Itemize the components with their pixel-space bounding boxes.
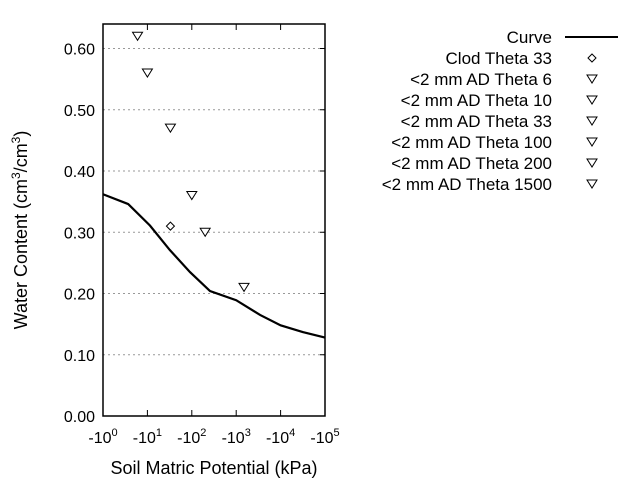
x-tick-label: -102 [177,427,206,447]
y-tick-label: 0.40 [64,164,95,181]
x-tick-label: -104 [266,427,295,447]
legend-marker [586,116,598,126]
data-point [238,282,250,293]
y-axis-label: Water Content (cm3/cm3) [9,131,31,330]
y-axis-ticks: 0.00 0.10 0.20 0.30 0.40 0.50 0.60 [64,42,325,426]
x-tick-label: -100 [88,427,117,447]
legend-label: Clod Theta 33 [446,49,552,68]
data-point [185,191,198,201]
data-point [141,68,154,78]
y-tick-label: 0.10 [64,348,95,365]
legend-marker [586,95,598,105]
y-tick-label: 0.00 [64,409,95,426]
legend-marker [586,179,598,189]
legend: Curve Clod Theta 33 <2 mm AD Theta 6 <2 mm … [382,28,618,194]
plot-frame [102,23,326,417]
points [131,31,250,293]
legend-label: <2 mm AD Theta 33 [401,112,552,131]
legend-marker [586,137,598,147]
data-point [165,221,176,231]
legend-label: <2 mm AD Theta 10 [401,91,552,110]
x-tick-label: -101 [133,427,162,447]
data-point [131,31,144,42]
x-tick-label: -103 [222,427,251,447]
legend-marker [586,158,598,168]
legend-label: <2 mm AD Theta 1500 [382,175,552,194]
y-tick-label: 0.30 [64,225,95,242]
legend-label: Curve [507,28,552,47]
data-point [199,227,212,238]
legend-label: <2 mm AD Theta 100 [391,133,552,152]
grid [103,48,325,356]
x-tick-label: -105 [310,427,339,447]
x-axis-label: Soil Matric Potential (kPa) [110,458,317,478]
data-point [164,123,177,134]
legend-marker [587,53,597,63]
curve-layer [102,193,326,339]
x-axis-ticks: -100 -101 -102 -103 -104 -105 [88,24,340,447]
curve-line [102,193,326,339]
legend-label: <2 mm AD Theta 6 [410,70,552,89]
y-tick-label: 0.50 [64,103,95,120]
y-tick-label: 0.20 [64,287,95,304]
legend-marker [586,74,598,84]
legend-label: <2 mm AD Theta 200 [391,154,552,173]
y-tick-label: 0.60 [64,42,95,59]
